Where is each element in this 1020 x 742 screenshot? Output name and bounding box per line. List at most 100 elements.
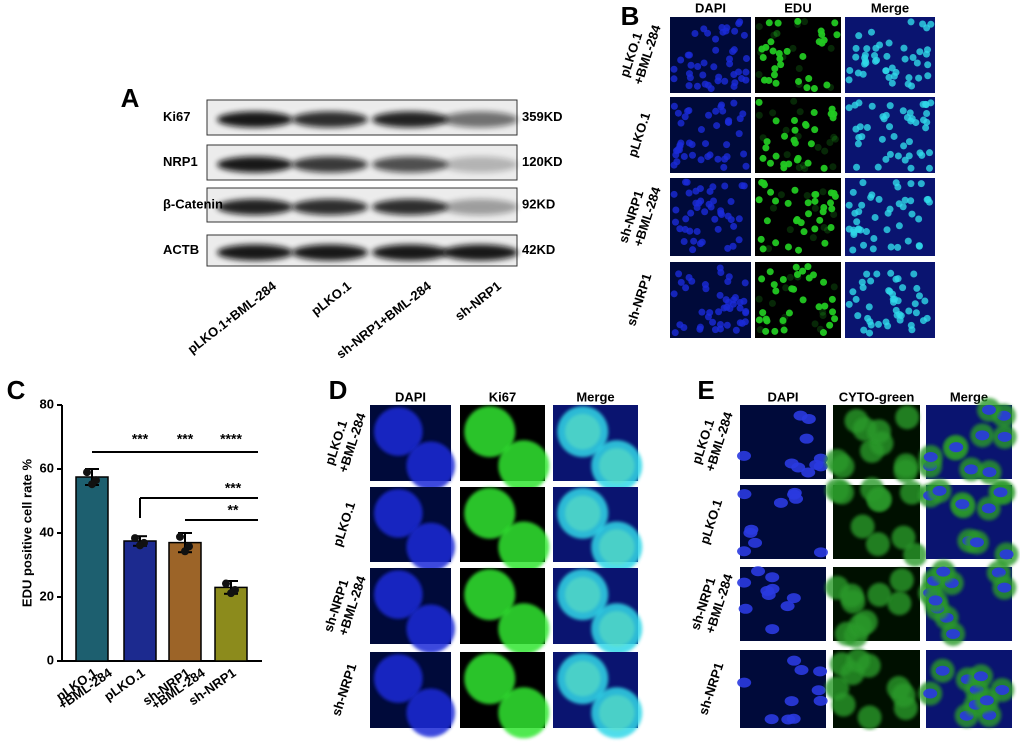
nucleus (821, 302, 829, 310)
nucleus (670, 102, 678, 110)
nucleus (920, 116, 928, 124)
nucleus (854, 69, 862, 77)
nucleus (981, 404, 996, 415)
nucleus (928, 595, 943, 606)
nucleus (716, 264, 724, 272)
nucleus (854, 312, 862, 320)
nucleus (813, 547, 828, 558)
nucleus (883, 226, 891, 234)
nucleus (982, 710, 997, 721)
nucleus (887, 243, 895, 251)
nucleus (755, 196, 763, 204)
blot-lane-label: pLKO.1+BML-284 (185, 278, 280, 357)
nucleus (849, 246, 857, 254)
nucleus (690, 237, 698, 245)
nucleus (685, 51, 693, 59)
nucleus (707, 85, 715, 93)
nucleus (799, 433, 814, 444)
nucleus (773, 30, 781, 38)
nucleus (894, 183, 902, 191)
cell (598, 529, 635, 565)
nucleus (766, 268, 774, 276)
blot-protein: ACTB (163, 242, 199, 257)
nucleus (912, 309, 920, 317)
nucleus (882, 67, 890, 75)
nucleus (924, 61, 932, 69)
blot-protein: β-Catenin (163, 196, 223, 211)
nucleus (904, 80, 912, 88)
blot-band (217, 244, 293, 261)
nucleus (846, 66, 854, 74)
cell-body (866, 487, 891, 512)
cell-body (857, 705, 882, 730)
cell (564, 413, 601, 450)
nucleus (710, 197, 718, 205)
cell (564, 660, 601, 697)
nucleus (691, 30, 699, 38)
nucleus (830, 133, 838, 141)
nucleus (777, 61, 785, 69)
nucleus (712, 46, 720, 54)
cell-body (830, 454, 855, 479)
nucleus (725, 273, 733, 281)
nucleus (736, 304, 744, 312)
cell (406, 522, 456, 572)
nucleus (867, 28, 875, 36)
nucleus (794, 132, 802, 140)
nucleus (790, 117, 798, 125)
nucleus (740, 182, 748, 190)
nucleus (772, 197, 780, 205)
nucleus (759, 53, 767, 61)
nucleus (737, 489, 752, 500)
nucleus (773, 497, 788, 508)
row-label: sh-NRP1 (695, 661, 726, 717)
data-point (181, 547, 189, 556)
nucleus (882, 111, 890, 119)
nucleus (695, 199, 703, 207)
cell (374, 654, 423, 703)
nucleus (804, 263, 812, 271)
nucleus (724, 244, 732, 252)
cell (598, 610, 635, 647)
nucleus (955, 499, 970, 510)
nucleus (819, 308, 827, 316)
nucleus (727, 198, 735, 206)
nucleus (874, 320, 882, 328)
column-header: DAPI (695, 0, 726, 15)
data-point (176, 532, 184, 541)
nucleus (717, 103, 725, 111)
blot-size: 92KD (522, 196, 555, 211)
nucleus (676, 225, 684, 233)
nucleus (915, 215, 923, 223)
nucleus (741, 318, 749, 326)
nucleus (926, 149, 934, 157)
nucleus (767, 38, 775, 46)
nucleus (829, 308, 837, 316)
cell (406, 604, 456, 654)
nucleus (772, 287, 780, 295)
nucleus (886, 123, 894, 131)
nucleus (913, 59, 921, 67)
cell (498, 521, 550, 573)
nucleus (799, 267, 807, 275)
blot-band (292, 156, 368, 173)
y-axis-label: EDU positive cell rate % (19, 459, 34, 608)
nucleus (821, 239, 829, 247)
nucleus (819, 329, 827, 337)
nucleus (730, 99, 738, 107)
nucleus (784, 199, 792, 207)
nucleus (826, 321, 834, 329)
nucleus (741, 279, 749, 287)
nucleus (826, 139, 834, 147)
blot-band (217, 111, 293, 128)
nucleus (864, 314, 872, 322)
micro-image (670, 17, 751, 93)
nucleus (693, 227, 701, 235)
nucleus (723, 141, 731, 149)
cell-body (850, 514, 875, 539)
nucleus (685, 70, 693, 78)
bar (75, 476, 109, 662)
nucleus (791, 186, 799, 194)
nucleus (706, 309, 714, 317)
nucleus (682, 215, 690, 223)
